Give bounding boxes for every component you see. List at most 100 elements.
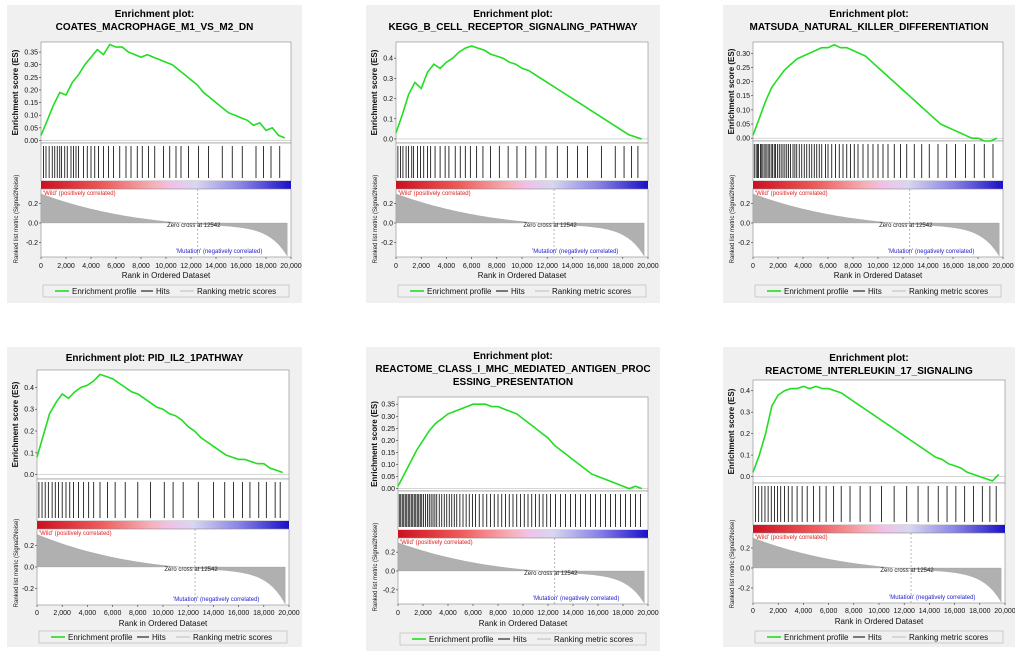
metric-ytick-label: -0.2 [381,240,393,247]
es-ytick-label: 0.00 [24,138,38,145]
metric-ytick-label: 0.2 [740,546,750,553]
xtick-label: 4,000 [79,610,97,617]
wild-label: 'Wild' (positively correlated) [400,540,473,546]
es-ytick-label: 0.30 [381,414,395,421]
xtick-label: 8,000 [129,610,147,617]
heat-bar [753,181,1003,189]
enrichment-panel-6: Enrichment plot: REACTOME_INTERLEUKIN_17_… [723,347,1015,647]
legend-entry-hits: Hits [513,635,527,644]
metric-y-axis-label: Ranked list metric (Signal2Noise) [14,519,20,608]
es-ytick-label: 0.3 [24,407,34,414]
metric-ytick-label: 0.0 [24,565,34,572]
es-ytick-label: 0.10 [24,113,38,120]
xtick-label: 12,000 [537,610,559,617]
legend-box [399,632,647,646]
metric-ytick-label: 0.2 [24,543,34,550]
enrichment-panel-3: Enrichment plot: MATSUDA_NATURAL_KILLER_D… [723,5,1015,303]
xtick-label: 2,000 [414,610,432,617]
xtick-label: 8,000 [132,263,150,270]
mutation-label: 'Mutation' (negatively correlated) [888,249,974,255]
legend-entry-metric: Ranking metric scores [552,287,631,296]
wild-label: 'Wild' (positively correlated) [39,531,112,537]
mutation-label: 'Mutation' (negatively correlated) [532,249,618,255]
ranked-metric-fill [752,537,1002,603]
metric-ytick-label: -0.2 [26,240,38,247]
es-ytick-label: 0.2 [740,431,750,438]
xtick-label: 10,000 [868,608,890,615]
zero-cross-label: Zero cross at 12542 [164,567,218,573]
wild-label: 'Wild' (positively correlated) [398,191,471,197]
xtick-label: 14,000 [562,610,584,617]
legend: Enrichment profile Hits Ranking metric sco… [754,630,1004,644]
xtick-label: 14,000 [203,610,225,617]
xtick-label: 10,000 [152,610,174,617]
legend-entry-metric: Ranking metric scores [197,287,276,296]
es-plot-area [752,41,1004,142]
es-ytick-label: 0.15 [381,450,395,457]
heat-bar [398,530,648,538]
xtick-label: 2,000 [53,610,71,617]
es-ytick-label: 0.15 [736,93,750,100]
legend-box [42,284,290,298]
xtick-label: 18,000 [969,608,991,615]
xtick-label: 16,000 [942,263,964,270]
es-ytick-label: 0.30 [24,62,38,69]
x-axis-label: Rank in Ordered Dataset [119,619,208,628]
legend-entry-profile: Enrichment profile [68,633,133,642]
xtick-label: 14,000 [917,263,939,270]
xtick-label: 18,000 [253,610,275,617]
legend-box [754,284,1002,298]
xtick-label: 4,000 [438,263,456,270]
metric-ytick-label: 0.2 [383,201,393,208]
legend-box [38,630,288,644]
xtick-label: 0 [39,263,43,270]
es-ytick-label: 0.0 [24,472,34,479]
es-y-axis-label: Enrichment score (ES) [727,388,736,474]
xtick-label: 6,000 [820,608,838,615]
xtick-label: 6,000 [464,610,482,617]
legend: Enrichment profile Hits Ranking metric sco… [42,284,290,298]
legend: Enrichment profile Hits Ranking metric sco… [397,284,647,298]
heat-bar [396,181,648,189]
metric-y-axis-label: Ranked list metric (Signal2Noise) [730,175,736,264]
heat-bar [753,525,1005,533]
xtick-label: 8,000 [844,263,862,270]
legend-entry-hits: Hits [152,633,166,642]
es-ytick-label: 0.20 [381,438,395,445]
es-ytick-label: 0.35 [24,50,38,57]
es-ytick-label: 0.4 [24,385,34,392]
es-ytick-label: 0.4 [383,56,393,63]
legend-entry-profile: Enrichment profile [784,287,849,296]
mutation-label: 'Mutation' (negatively correlated) [533,596,619,602]
xtick-label: 2,000 [412,263,430,270]
legend-entry-hits: Hits [868,633,882,642]
mutation-label: 'Mutation' (negatively correlated) [176,249,262,255]
metric-ytick-label: -0.2 [22,586,34,593]
metric-ytick-label: 0.2 [385,550,395,557]
zero-cross-label: Zero cross at 12542 [523,223,577,229]
es-ytick-label: 0.0 [383,136,393,143]
xtick-label: 8,000 [488,263,506,270]
wild-label: 'Wild' (positively correlated) [43,191,116,197]
es-ytick-label: 0.05 [24,125,38,132]
chart-title-line: MATSUDA_NATURAL_KILLER_DIFFERENTIATION [750,22,989,33]
chart-svg-1: Enrichment plot: COATES_MACROPHAGE_M1_VS_… [11,9,302,298]
xtick-label: 0 [394,263,398,270]
mutation-label: 'Mutation' (negatively correlated) [889,595,975,601]
heat-bar [37,521,289,529]
chart-title-prefix: Enrichment plot: [473,9,552,20]
metric-ytick-label: -0.2 [738,240,750,247]
legend-entry-profile: Enrichment profile [784,633,849,642]
es-ytick-label: 0.2 [383,96,393,103]
x-axis-label: Rank in Ordered Dataset [835,617,924,626]
es-ytick-label: 0.1 [24,450,34,457]
xtick-label: 12,000 [536,263,558,270]
xtick-label: 0 [751,608,755,615]
es-ytick-label: 0.30 [736,51,750,58]
hits-area [40,142,292,182]
es-y-axis-label: Enrichment score (ES) [11,49,20,135]
xtick-label: 2,000 [769,263,787,270]
chart-svg-3: Enrichment plot: MATSUDA_NATURAL_KILLER_D… [727,9,1014,298]
chart-svg-6: Enrichment plot: REACTOME_INTERLEUKIN_17_… [727,353,1015,644]
xtick-label: 10,000 [867,263,889,270]
